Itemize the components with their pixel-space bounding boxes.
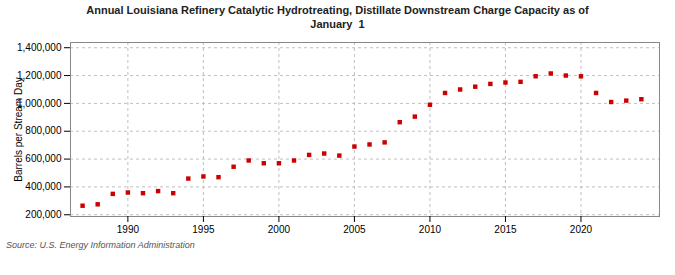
svg-text:400,000: 400,000 — [25, 181, 62, 192]
svg-text:2015: 2015 — [494, 223, 517, 234]
svg-text:Barrels per Stream Day: Barrels per Stream Day — [13, 77, 24, 181]
svg-text:600,000: 600,000 — [25, 153, 62, 164]
svg-text:200,000: 200,000 — [25, 209, 62, 220]
html-text:Source: U.S. Energy Informatio: Source: U.S. Energy Information Administ… — [6, 239, 195, 250]
svg-text:1995: 1995 — [192, 223, 215, 234]
svg-text:800,000: 800,000 — [25, 125, 62, 136]
svg-text:1,000,000: 1,000,000 — [17, 97, 62, 108]
html-text:Annual Louisiana Refinery Cata: Annual Louisiana Refinery Catalytic Hydr… — [86, 4, 589, 31]
svg-text:1,200,000: 1,200,000 — [17, 69, 62, 80]
svg-text:2010: 2010 — [419, 223, 442, 234]
svg-text:2005: 2005 — [343, 223, 366, 234]
svg-text:1,400,000: 1,400,000 — [17, 42, 62, 53]
svg-text:2020: 2020 — [570, 223, 593, 234]
svg-text:1990: 1990 — [117, 223, 140, 234]
svg-text:2000: 2000 — [268, 223, 291, 234]
